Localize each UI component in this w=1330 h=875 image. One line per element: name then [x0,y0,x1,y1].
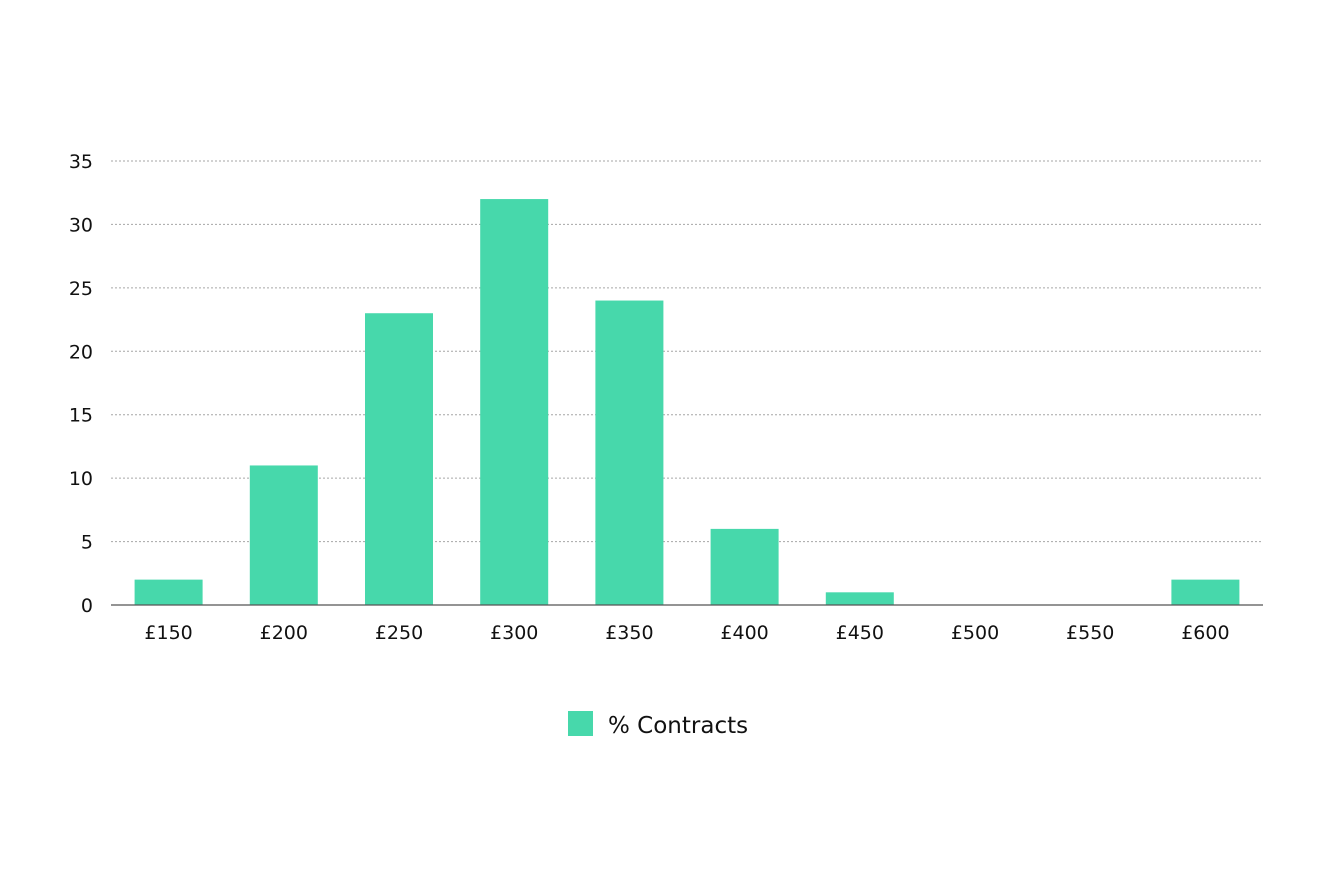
legend: % Contracts [568,711,748,739]
y-tick-label: 5 [81,532,93,554]
x-tick-label: £400 [720,622,768,644]
bar [249,465,318,605]
y-tick-label: 10 [69,468,93,490]
x-axis-tick-labels: £150 £200 £250 £300 £350 £400 £450 £500 £550 £600 [144,622,1229,644]
bar [1171,579,1240,605]
x-tick-label: £600 [1181,622,1229,644]
y-axis-tick-labels: 0 5 10 15 20 25 30 35 [69,151,93,617]
x-tick-label: £200 [260,622,308,644]
y-tick-label: 35 [69,151,93,173]
bar [825,592,894,605]
bars [134,199,1240,606]
x-tick-label: £450 [836,622,884,644]
bar [365,313,433,605]
y-tick-label: 15 [69,405,93,427]
x-tick-label: £150 [144,622,192,644]
y-tick-label: 25 [69,278,93,300]
x-tick-label: £300 [490,622,538,644]
x-tick-label: £500 [951,622,999,644]
x-tick-label: £250 [375,622,423,644]
legend-swatch [568,711,593,736]
y-tick-label: 30 [69,214,93,236]
bar [595,300,664,605]
y-tick-label: 20 [69,341,93,363]
y-tick-label: 0 [81,595,93,617]
bar [710,528,779,605]
legend-label: % Contracts [608,713,748,739]
x-tick-label: £350 [605,622,653,644]
bar [480,199,549,606]
bar [134,579,203,605]
x-tick-label: £550 [1066,622,1114,644]
